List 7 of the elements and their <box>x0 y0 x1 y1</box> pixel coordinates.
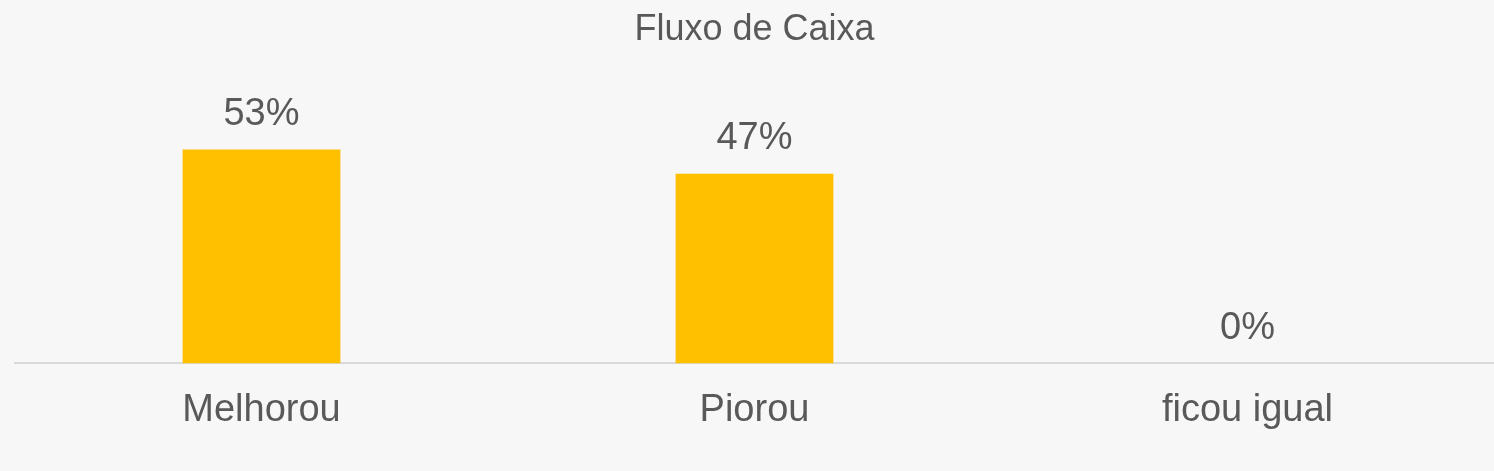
x-tick-label: ficou igual <box>1161 386 1334 429</box>
data-label: 47% <box>716 115 793 158</box>
x-tick-label: Melhorou <box>182 386 341 429</box>
chart-title: Fluxo de Caixa <box>634 6 876 48</box>
data-label: 0% <box>1220 304 1275 347</box>
data-label: 53% <box>223 90 300 133</box>
x-tick-label: Piorou <box>699 386 810 429</box>
